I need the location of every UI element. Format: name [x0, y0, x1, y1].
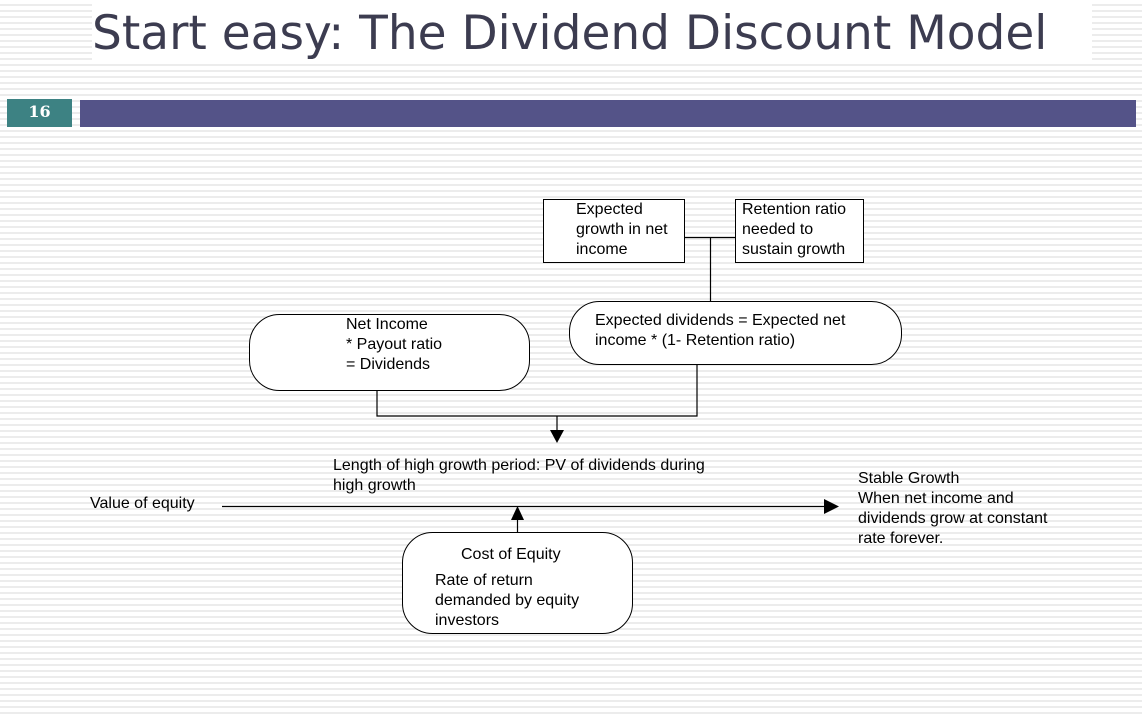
- net-income-box: Net Income * Payout ratio = Dividends: [346, 316, 443, 373]
- retention-box: Retention ratio needed to sustain growth: [742, 201, 847, 258]
- connector-lines: [376, 236, 736, 430]
- cost-of-equity-title: Cost of Equity: [461, 546, 561, 563]
- cost-of-equity-arrow: [511, 506, 524, 532]
- net-income-box-shape: [249, 314, 530, 391]
- header-bar: [80, 100, 1136, 127]
- value-of-equity-label: Value of equity: [90, 495, 195, 512]
- high-growth-label: Length of high growth period: PV of divi…: [333, 457, 705, 494]
- expected-dividends-box-shape: [569, 301, 902, 365]
- growth-box-shape: [543, 199, 685, 263]
- slide-title: Start easy: The Dividend Discount Model: [92, 4, 1092, 64]
- slide-number: 16: [7, 99, 72, 127]
- expected-dividends-box: Expected dividends = Expected net income…: [595, 312, 846, 349]
- arrow-to-high-growth: [550, 430, 564, 443]
- stable-growth-label: Stable Growth When net income and divide…: [858, 470, 1048, 547]
- retention-box-shape: [735, 199, 864, 263]
- cost-of-equity-body: Rate of return demanded by equity invest…: [435, 572, 580, 629]
- cost-of-equity-box-shape: [402, 532, 633, 634]
- growth-box: Expected growth in net income: [576, 201, 668, 258]
- value-timeline-arrow: [222, 499, 839, 514]
